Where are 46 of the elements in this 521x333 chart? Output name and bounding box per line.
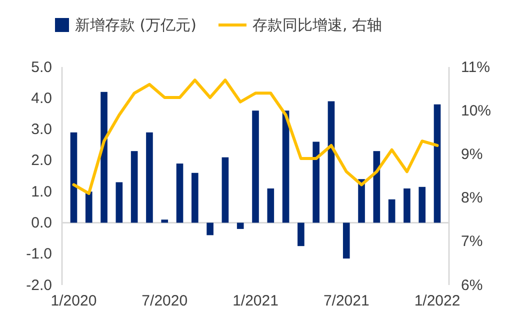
bar — [192, 172, 198, 223]
bar — [100, 92, 108, 223]
bar — [342, 222, 350, 259]
bar — [267, 188, 274, 223]
bar — [161, 220, 168, 223]
bar — [130, 151, 138, 223]
y-tick-label: 1.0 — [31, 183, 52, 200]
line-series — [72, 78, 439, 195]
bar — [312, 142, 320, 223]
bar — [388, 199, 396, 223]
legend-label: 存款同比增速, 右轴 — [252, 16, 382, 34]
y-tick-label: 2.0 — [31, 152, 52, 170]
y-tick-label: 3.0 — [31, 121, 52, 138]
x-tick-label: 1/2020 — [50, 292, 97, 310]
bar — [282, 110, 290, 223]
bar — [404, 188, 410, 223]
bar — [298, 222, 304, 246]
bar — [70, 132, 78, 223]
x-tick-label: 7/2021 — [323, 292, 370, 310]
y2-tick-label: 10% — [461, 102, 492, 120]
y2-tick-label: 9% — [461, 146, 483, 163]
bar — [328, 101, 335, 223]
y-tick-label: -1.0 — [26, 246, 52, 263]
y2-tick-label: 11% — [461, 58, 490, 76]
x-tick-label: 7/2020 — [142, 292, 188, 310]
bar — [236, 222, 244, 229]
bar — [85, 192, 92, 223]
bar — [146, 132, 153, 223]
y2-tick-label: 6% — [461, 276, 483, 294]
x-tick-label: 1/2022 — [414, 292, 460, 310]
y2-tick-label: 8% — [461, 190, 483, 207]
bar — [176, 164, 184, 223]
bar — [358, 179, 365, 223]
y2-tick-label: 7% — [461, 233, 483, 250]
legend-label: 新增存款 (万亿元) — [75, 16, 196, 34]
x-tick-label: 1/2021 — [232, 292, 278, 310]
y-tick-label: 0.0 — [31, 214, 52, 232]
bar — [222, 157, 229, 223]
y-tick-label: 4.0 — [31, 90, 52, 107]
bar — [434, 104, 441, 223]
bar — [252, 110, 259, 223]
bar — [418, 186, 426, 223]
bar — [206, 222, 214, 236]
y-tick-label: 5.0 — [31, 58, 52, 76]
bar — [116, 182, 123, 223]
y-tick-label: -2.0 — [26, 276, 52, 294]
